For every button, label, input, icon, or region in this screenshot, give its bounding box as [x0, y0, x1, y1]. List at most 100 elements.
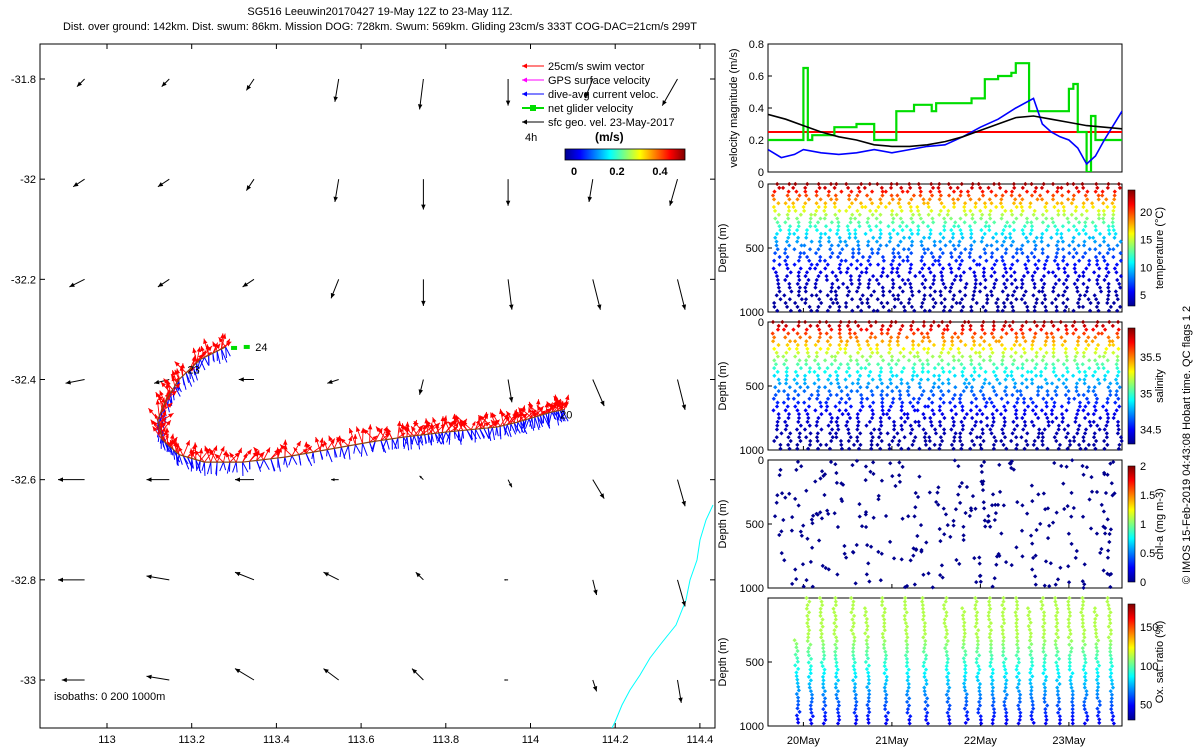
profile-point [1055, 262, 1060, 267]
dac-vector [343, 445, 349, 458]
profile-point [787, 243, 792, 248]
profile-point [906, 201, 912, 206]
profile-point [1051, 220, 1056, 225]
profile-point [1101, 208, 1106, 214]
profile-point [993, 193, 999, 198]
geo-vector-arrow-head [681, 601, 686, 607]
swim-vector-head [222, 450, 228, 456]
geo-vector-arrow-head [146, 674, 152, 680]
profile-point [1024, 189, 1030, 194]
profile-point [909, 197, 914, 202]
profile-point [840, 247, 845, 252]
swim-vector-head [413, 421, 419, 427]
profile-point [930, 216, 935, 221]
profile-point [807, 258, 812, 263]
profile-point [988, 289, 994, 294]
profile-point [1076, 189, 1081, 194]
velocity-series-2 [768, 113, 1122, 148]
swim-vector-head [196, 346, 202, 353]
profile-point [890, 208, 895, 214]
profile-point [948, 185, 953, 190]
dac-vector [178, 454, 183, 465]
profile-point [1029, 181, 1034, 187]
profile-point [928, 270, 933, 275]
profile-point [969, 185, 975, 190]
profile-point [951, 189, 957, 194]
profile-point [1084, 208, 1089, 214]
profile-point [785, 266, 790, 271]
swim-vector-head [411, 426, 416, 432]
profile-point [807, 304, 812, 310]
profile-point [978, 208, 983, 214]
dac-vector [560, 409, 565, 420]
profile-point [871, 274, 876, 279]
swim-vector-head [518, 407, 524, 413]
profile-point [992, 270, 997, 275]
profile-point [1040, 289, 1045, 294]
legend-gps-arrowhead [522, 77, 527, 83]
profile-point [993, 231, 999, 237]
profile-point [1096, 197, 1101, 202]
profile-colorbar-tick: 34.5 [1140, 425, 1161, 437]
profile-point [867, 181, 872, 187]
swim-vector-head [340, 438, 346, 444]
profile-point [1069, 212, 1074, 217]
profile-point [1056, 277, 1062, 283]
swim-vector-head [246, 449, 252, 455]
profile-point [906, 247, 911, 252]
dac-vector [185, 372, 193, 387]
profile-point [1023, 262, 1028, 267]
profile-point [958, 274, 963, 279]
profile-point [943, 243, 948, 248]
profile-point [818, 216, 823, 221]
swim-vector-head [293, 447, 298, 452]
profile-point [786, 235, 791, 240]
time-xtick-label: 22May [964, 735, 998, 747]
profile-point [1106, 270, 1111, 275]
profile-point [808, 224, 813, 229]
profile-point [984, 300, 990, 306]
profile-point [926, 204, 931, 210]
profile-point [857, 224, 862, 229]
profile-point [898, 216, 903, 221]
profile-point [1011, 181, 1017, 187]
profile-colorbar-tick: 35.5 [1140, 352, 1161, 364]
velocity-series-0 [768, 62, 1122, 172]
profile-point [837, 208, 842, 214]
geo-vector-arrow-head [323, 668, 329, 674]
dac-vector [298, 454, 302, 466]
swim-vector-head [189, 448, 194, 454]
profile-point [818, 235, 823, 240]
dac-vector [192, 366, 196, 376]
profile-point [832, 201, 837, 206]
swim-vector-head [328, 435, 333, 442]
swim-vector-head [169, 433, 175, 440]
profile-point [892, 297, 898, 302]
profile-point [818, 243, 823, 248]
dac-vector [203, 462, 206, 476]
profile-point [804, 231, 809, 237]
dac-vector [441, 431, 447, 445]
profile-point [1005, 220, 1010, 225]
profile-point [1003, 266, 1008, 271]
profile-point [1083, 220, 1088, 225]
profile-point [938, 239, 943, 244]
profile-point [802, 243, 807, 248]
profile-point [804, 281, 809, 286]
swim-vector-head [207, 352, 212, 356]
profile-point [798, 212, 803, 217]
profile-point [774, 274, 780, 279]
profile-colorbar-tick: 5 [1140, 290, 1146, 302]
profile-point [1009, 243, 1014, 248]
profile-point [978, 185, 983, 190]
profile-point [858, 262, 864, 267]
profile-point [1091, 235, 1096, 240]
profile-point [1060, 193, 1065, 198]
dac-vector [219, 461, 224, 472]
profile-point [922, 262, 927, 267]
profile-point [858, 297, 863, 302]
profile-point [1098, 289, 1104, 294]
profile-point [890, 266, 895, 271]
